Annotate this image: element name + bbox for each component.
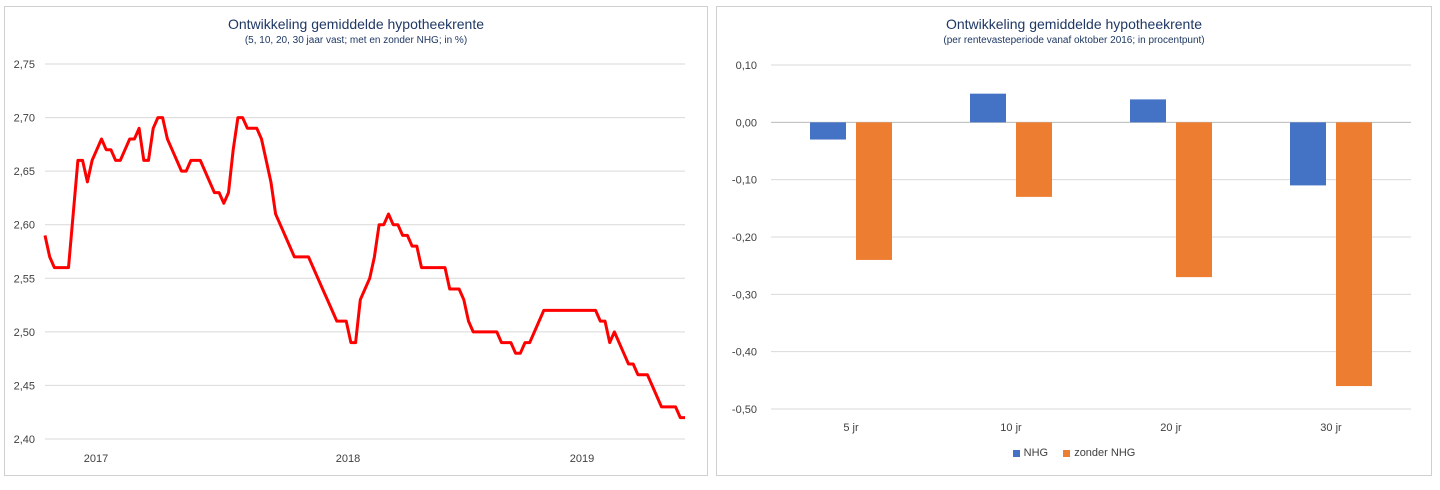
bar-chart-title: Ontwikkeling gemiddelde hypotheekrente bbox=[945, 16, 1203, 32]
category-label: 30 jr bbox=[1320, 422, 1342, 434]
line-chart-title: Ontwikkeling gemiddelde hypotheekrente bbox=[227, 16, 485, 32]
x-tick-label: 2018 bbox=[336, 453, 360, 465]
bar bbox=[1290, 122, 1326, 186]
y-tick-label: 2,55 bbox=[14, 273, 35, 285]
legend-swatch-zonder-nhg bbox=[1063, 449, 1071, 457]
y-tick-label: -0,30 bbox=[732, 289, 757, 301]
category-label: 20 jr bbox=[1160, 422, 1182, 434]
category-label: 10 jr bbox=[1000, 422, 1022, 434]
y-tick-label: 2,75 bbox=[14, 59, 35, 71]
bar bbox=[970, 93, 1006, 123]
line-chart-plot: 2,40 2,45 2,50 2,55 2,60 2,65 2,70 2,75 2017 2018… bbox=[14, 59, 685, 465]
legend-label-zonder-nhg: zonder NHG bbox=[1074, 447, 1136, 459]
bar-chart-plot: -0,50 -0,40 -0,30 -0,20 -0,10 0,00 0,10 5 jr 10 … bbox=[732, 60, 1411, 434]
line-chart-panel: Ontwikkeling gemiddelde hypotheekrente (… bbox=[4, 6, 708, 476]
y-tick-label: -0,10 bbox=[732, 175, 757, 187]
category-label: 5 jr bbox=[843, 422, 859, 434]
y-tick-label: -0,50 bbox=[732, 404, 757, 416]
bar bbox=[1130, 99, 1166, 123]
bar bbox=[1176, 122, 1212, 278]
legend-item-nhg: NHG bbox=[1012, 447, 1049, 459]
y-tick-label: 2,65 bbox=[14, 166, 35, 178]
y-tick-label: 2,40 bbox=[14, 434, 35, 446]
y-tick-label: 2,50 bbox=[14, 327, 35, 339]
bar bbox=[856, 122, 892, 260]
bar-chart-legend: NHG zonder NHG bbox=[717, 447, 1431, 459]
y-tick-label: -0,40 bbox=[732, 347, 757, 359]
y-tick-label: 0,10 bbox=[736, 60, 757, 72]
x-tick-label: 2017 bbox=[84, 453, 108, 465]
bar bbox=[1016, 122, 1052, 197]
x-tick-label: 2019 bbox=[570, 453, 594, 465]
legend-swatch-nhg bbox=[1012, 449, 1020, 457]
y-tick-label: 2,70 bbox=[14, 113, 35, 125]
y-tick-label: 2,60 bbox=[14, 220, 35, 232]
bar-chart-panel: Ontwikkeling gemiddelde hypotheekrente (… bbox=[716, 6, 1432, 476]
y-tick-label: -0,20 bbox=[732, 232, 757, 244]
bar bbox=[1336, 122, 1372, 387]
bar bbox=[810, 122, 846, 140]
series-line bbox=[43, 116, 685, 420]
y-tick-label: 0,00 bbox=[736, 117, 757, 129]
line-chart-subtitle: (5, 10, 20, 30 jaar vast; met en zonder … bbox=[244, 35, 468, 46]
y-tick-label: 2,45 bbox=[14, 380, 35, 392]
legend-item-zonder-nhg: zonder NHG bbox=[1063, 447, 1135, 459]
legend-label-nhg: NHG bbox=[1023, 447, 1049, 459]
bar-chart-subtitle: (per rentevasteperiode vanaf oktober 201… bbox=[943, 35, 1205, 46]
